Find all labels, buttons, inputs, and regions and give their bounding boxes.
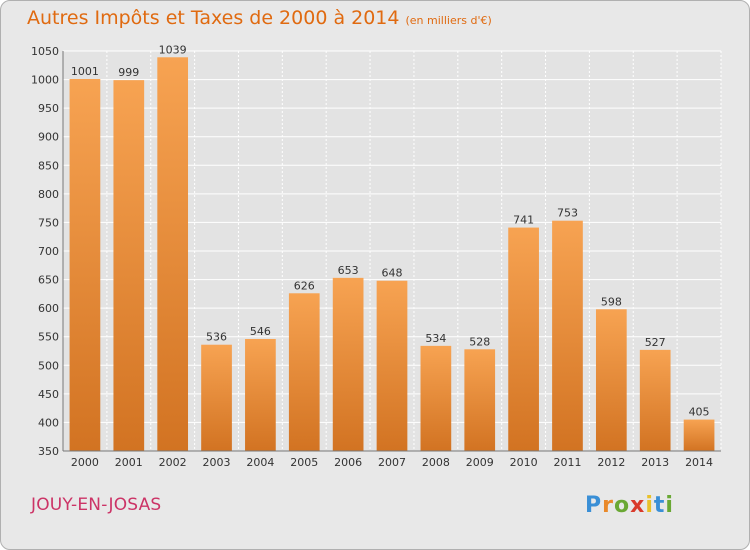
x-tick-label: 2008 — [422, 456, 450, 469]
bar-value-label: 741 — [513, 214, 534, 227]
y-tick-label: 700 — [38, 245, 59, 258]
bar-value-label: 626 — [294, 279, 315, 292]
bar — [508, 227, 539, 451]
location-label: JOUY-EN-JOSAS — [31, 495, 162, 515]
y-tick-label: 800 — [38, 188, 59, 201]
bar — [332, 277, 364, 451]
bar — [157, 57, 189, 452]
bar — [420, 345, 452, 451]
x-tick-label: 2011 — [553, 456, 581, 469]
bar — [288, 293, 320, 451]
chart-title-unit: (en milliers d'€) — [405, 14, 492, 27]
proxiti-logo: Proxiti — [585, 493, 674, 518]
bar-value-label: 1001 — [71, 65, 99, 78]
x-tick-label: 2004 — [246, 456, 274, 469]
bar-value-label: 527 — [645, 336, 666, 349]
x-tick-label: 2000 — [71, 456, 99, 469]
bar — [376, 280, 408, 451]
chart-title-main: Autres Impôts et Taxes de 2000 à 2014 — [27, 7, 400, 29]
bar-value-label: 598 — [601, 295, 622, 308]
y-tick-label: 600 — [38, 302, 59, 315]
x-tick-label: 2003 — [203, 456, 231, 469]
bar-value-label: 653 — [338, 264, 359, 277]
y-tick-label: 350 — [38, 445, 59, 458]
bar — [201, 344, 232, 451]
x-tick-label: 2007 — [378, 456, 406, 469]
bar-value-label: 1039 — [159, 43, 187, 56]
bar-value-label: 753 — [557, 207, 578, 220]
logo-letter: i — [645, 493, 654, 518]
y-tick-label: 400 — [38, 416, 59, 429]
bar — [69, 79, 101, 451]
bar — [595, 309, 627, 451]
bar — [464, 349, 496, 451]
x-tick-label: 2014 — [685, 456, 713, 469]
bar — [683, 419, 715, 451]
bar-value-label: 528 — [469, 335, 490, 348]
y-tick-label: 450 — [38, 388, 59, 401]
logo-letter: r — [602, 493, 614, 518]
bar-value-label: 999 — [118, 66, 139, 79]
x-tick-label: 2001 — [115, 456, 143, 469]
bar-value-label: 534 — [425, 332, 446, 345]
logo-letter: i — [665, 493, 674, 518]
x-tick-label: 2012 — [597, 456, 625, 469]
y-tick-label: 500 — [38, 359, 59, 372]
x-tick-label: 2006 — [334, 456, 362, 469]
y-tick-label: 550 — [38, 331, 59, 344]
bar — [245, 339, 276, 451]
bar — [639, 349, 671, 451]
logo-letter: P — [585, 493, 603, 518]
bar — [552, 220, 583, 451]
bar-value-label: 648 — [382, 267, 403, 280]
x-tick-label: 2002 — [159, 456, 187, 469]
logo-letter: t — [653, 493, 666, 518]
logo-letter: o — [613, 493, 631, 518]
x-tick-label: 2010 — [510, 456, 538, 469]
y-tick-label: 1050 — [31, 45, 59, 58]
x-tick-label: 2013 — [641, 456, 669, 469]
bar-value-label: 546 — [250, 325, 271, 338]
y-tick-label: 650 — [38, 274, 59, 287]
y-tick-label: 900 — [38, 131, 59, 144]
y-tick-label: 1000 — [31, 74, 59, 87]
bar-value-label: 536 — [206, 331, 227, 344]
y-tick-label: 950 — [38, 102, 59, 115]
x-tick-label: 2009 — [466, 456, 494, 469]
x-tick-label: 2005 — [290, 456, 318, 469]
y-tick-label: 750 — [38, 216, 59, 229]
y-tick-label: 850 — [38, 159, 59, 172]
chart-title: Autres Impôts et Taxes de 2000 à 2014 (en… — [27, 7, 492, 29]
logo-letter: x — [630, 493, 646, 518]
bar — [113, 80, 145, 452]
bar-value-label: 405 — [689, 406, 710, 419]
